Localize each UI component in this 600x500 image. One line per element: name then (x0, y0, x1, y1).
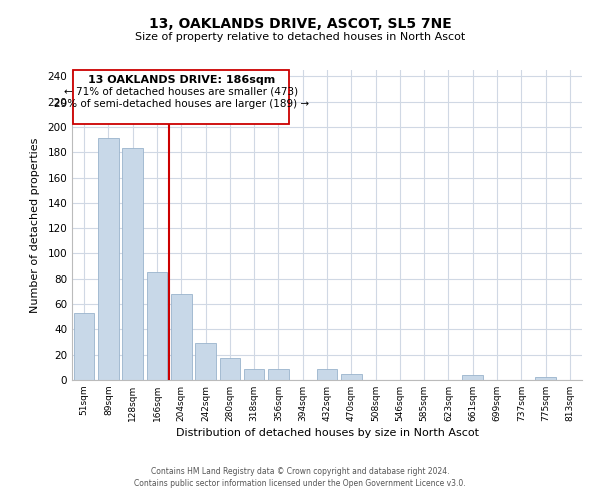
FancyBboxPatch shape (73, 70, 289, 124)
Text: 13 OAKLANDS DRIVE: 186sqm: 13 OAKLANDS DRIVE: 186sqm (88, 75, 275, 85)
Bar (74, 313, 94, 380)
Bar (122, 148, 143, 380)
Bar (268, 368, 289, 380)
Bar (244, 368, 265, 380)
Text: 29% of semi-detached houses are larger (189) →: 29% of semi-detached houses are larger (… (54, 99, 309, 109)
Bar (220, 358, 240, 380)
Text: Contains HM Land Registry data © Crown copyright and database right 2024.: Contains HM Land Registry data © Crown c… (151, 467, 449, 476)
Bar (98, 138, 119, 380)
Text: ← 71% of detached houses are smaller (473): ← 71% of detached houses are smaller (47… (64, 86, 298, 97)
Bar (463, 375, 483, 380)
X-axis label: Distribution of detached houses by size in North Ascot: Distribution of detached houses by size … (176, 428, 479, 438)
Bar (317, 368, 337, 380)
Y-axis label: Number of detached properties: Number of detached properties (31, 138, 40, 312)
Text: Contains public sector information licensed under the Open Government Licence v3: Contains public sector information licen… (134, 478, 466, 488)
Bar (171, 294, 191, 380)
Bar (535, 378, 556, 380)
Bar (146, 272, 167, 380)
Bar (341, 374, 362, 380)
Text: Size of property relative to detached houses in North Ascot: Size of property relative to detached ho… (135, 32, 465, 42)
Text: 13, OAKLANDS DRIVE, ASCOT, SL5 7NE: 13, OAKLANDS DRIVE, ASCOT, SL5 7NE (149, 18, 451, 32)
Bar (195, 344, 216, 380)
